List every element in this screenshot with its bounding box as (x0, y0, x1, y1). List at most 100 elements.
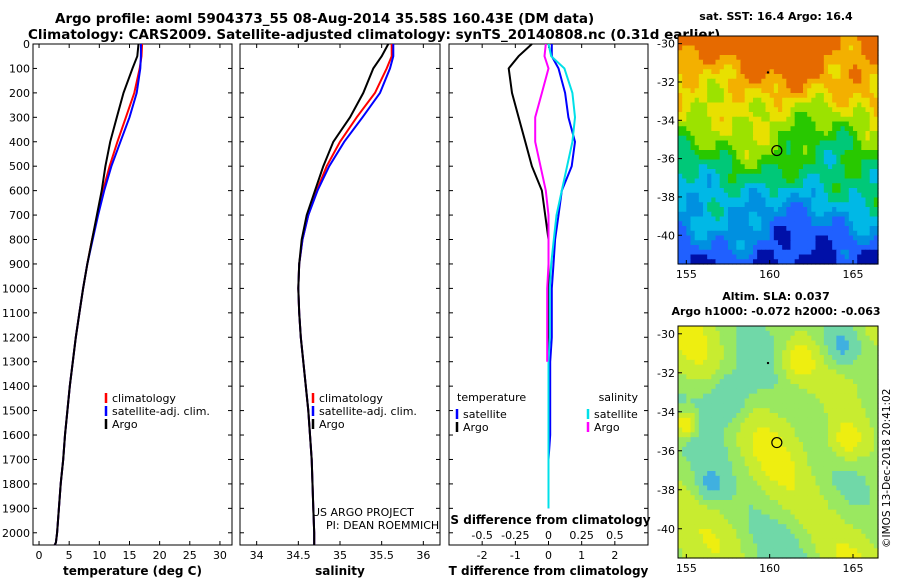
map-cell (828, 451, 833, 458)
map-cell (873, 107, 879, 113)
map-cell (773, 524, 779, 530)
map-cell (869, 254, 875, 260)
map-cell (744, 485, 750, 491)
map-cell (832, 427, 837, 433)
map-cell (786, 254, 792, 260)
map-cell (823, 202, 829, 208)
map-cell (861, 408, 867, 414)
map-cell (723, 330, 729, 337)
map-cell (686, 202, 692, 208)
map-cell (707, 355, 712, 361)
map-cell (773, 55, 779, 61)
map-cell (828, 413, 833, 419)
map-cell (803, 393, 808, 400)
map-cell (803, 500, 808, 506)
map-cell (703, 45, 708, 51)
map-cell (794, 413, 800, 419)
map-cell (711, 461, 717, 467)
map-cell (869, 471, 875, 477)
map-cell (778, 36, 783, 42)
map-cell (753, 135, 758, 142)
map-cell (823, 131, 829, 137)
map-cell (836, 442, 842, 448)
map-cell (823, 437, 829, 443)
map-cell (736, 183, 742, 189)
map-cell (773, 45, 779, 51)
map-cell (811, 495, 817, 501)
map-cell (707, 36, 712, 42)
map-cell (740, 398, 746, 404)
map-cell (786, 140, 792, 146)
map-cell (869, 456, 875, 462)
map-cell (715, 350, 721, 356)
map-cell (798, 345, 804, 351)
map-cell (832, 504, 837, 511)
map-cell (732, 230, 737, 237)
map-cell (678, 240, 683, 246)
map-cell (686, 145, 692, 151)
map-cell (761, 140, 767, 146)
map-cell (686, 427, 692, 433)
map-cell (861, 59, 867, 66)
map-cell (836, 524, 842, 530)
map-cell (811, 446, 817, 453)
map-cell (744, 102, 750, 108)
map-cell (719, 192, 725, 199)
map-cell (848, 379, 854, 385)
map-cell (823, 121, 829, 127)
map-cell (678, 249, 683, 256)
map-cell (853, 240, 858, 246)
map-cell (736, 145, 742, 151)
map-cell (678, 207, 683, 213)
map-cell (807, 78, 812, 85)
map-cell (769, 211, 775, 218)
map-cell (703, 417, 708, 424)
map-cell (761, 529, 767, 535)
map-cell (773, 140, 779, 146)
map-cell (707, 451, 712, 458)
map-cell (773, 154, 779, 161)
map-cell (823, 78, 829, 85)
map-cell (757, 519, 762, 525)
map-cell (698, 207, 704, 213)
map-cell (707, 45, 712, 51)
map-cell (740, 456, 746, 462)
map-cell (828, 335, 833, 342)
map-cell (844, 451, 850, 458)
map-cell (853, 437, 858, 443)
map-cell (757, 211, 762, 218)
map-cell (798, 417, 804, 424)
map-cell (707, 178, 712, 184)
map-cell (840, 140, 846, 146)
map-cell (757, 490, 762, 496)
map-cell (861, 150, 867, 156)
map-cell (865, 64, 871, 70)
map-cell (740, 543, 746, 549)
map-cell (828, 207, 833, 213)
map-cell (815, 374, 821, 380)
map-cell (778, 173, 783, 180)
map-cell (832, 169, 837, 175)
map-cell (857, 235, 862, 241)
map-cell (844, 446, 850, 453)
map-cell (678, 379, 683, 385)
map-cell (744, 335, 750, 342)
y-tick-label: 900 (9, 258, 30, 271)
map-cell (682, 437, 687, 443)
map-cell (819, 178, 825, 184)
map-cell (769, 480, 775, 487)
map-cell (869, 330, 875, 337)
map-cell (736, 74, 742, 80)
map-cell (732, 509, 737, 516)
map-cell (873, 422, 879, 429)
map-cell (773, 398, 779, 404)
map-cell (794, 245, 800, 251)
map-cell (686, 126, 692, 132)
map-cell (873, 359, 879, 366)
map-cell (748, 509, 754, 516)
map-cell (778, 417, 783, 424)
map-cell (811, 326, 817, 332)
map-cell (748, 235, 754, 241)
map-cell (682, 471, 687, 477)
map-cell (703, 135, 708, 142)
